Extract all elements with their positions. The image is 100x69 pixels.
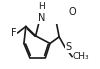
Text: S: S (66, 42, 72, 52)
Text: CH₃: CH₃ (73, 52, 90, 61)
Text: H: H (38, 2, 45, 11)
Text: O: O (69, 7, 76, 17)
Text: F: F (11, 28, 17, 38)
Text: N: N (38, 13, 45, 23)
